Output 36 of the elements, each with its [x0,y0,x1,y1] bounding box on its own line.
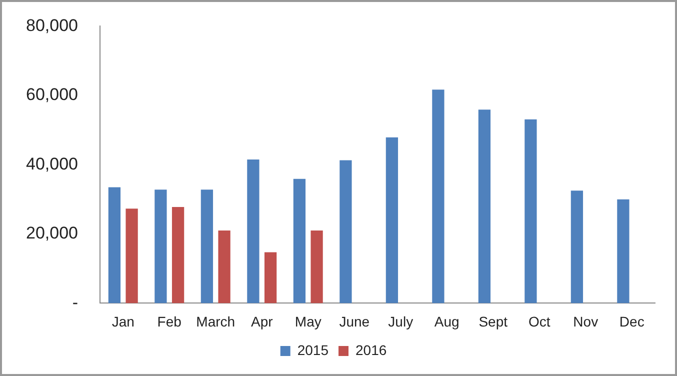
bar [293,178,306,304]
bar [218,230,230,304]
bar [432,90,444,304]
x-tick-label: Sept [478,313,508,330]
x-tick-label: May [294,313,322,330]
bar [524,119,537,304]
bar [570,190,584,304]
bar [478,110,491,304]
bar [200,190,214,304]
bar [310,230,323,304]
y-tick-label: 20,000 [26,224,78,243]
bar [617,199,630,304]
y-tick-label: 60,000 [26,85,78,104]
x-tick-label: June [339,313,370,330]
bar [126,208,138,304]
bar [340,160,352,304]
x-tick-label: Apr [250,313,274,330]
y-tick-label: - [72,292,78,312]
x-tick-label: Aug [434,313,460,330]
bar [108,187,121,304]
legend-label: 2016 [356,342,387,358]
x-tick-label: Feb [157,313,182,330]
x-tick-label: July [388,313,414,330]
bar [172,206,184,304]
y-tick-label: 40,000 [26,154,78,174]
x-tick-label: Dec [619,313,644,330]
bar [386,137,398,304]
bar [264,252,277,304]
bar [154,190,167,304]
x-tick-label: Nov [573,313,598,330]
bar [247,160,260,304]
x-tick-label: March [196,313,236,330]
legend-label: 2015 [297,342,329,358]
x-tick-label: Jan [112,313,134,330]
x-tick-label: Oct [528,313,550,330]
y-tick-label: 80,000 [26,16,78,35]
